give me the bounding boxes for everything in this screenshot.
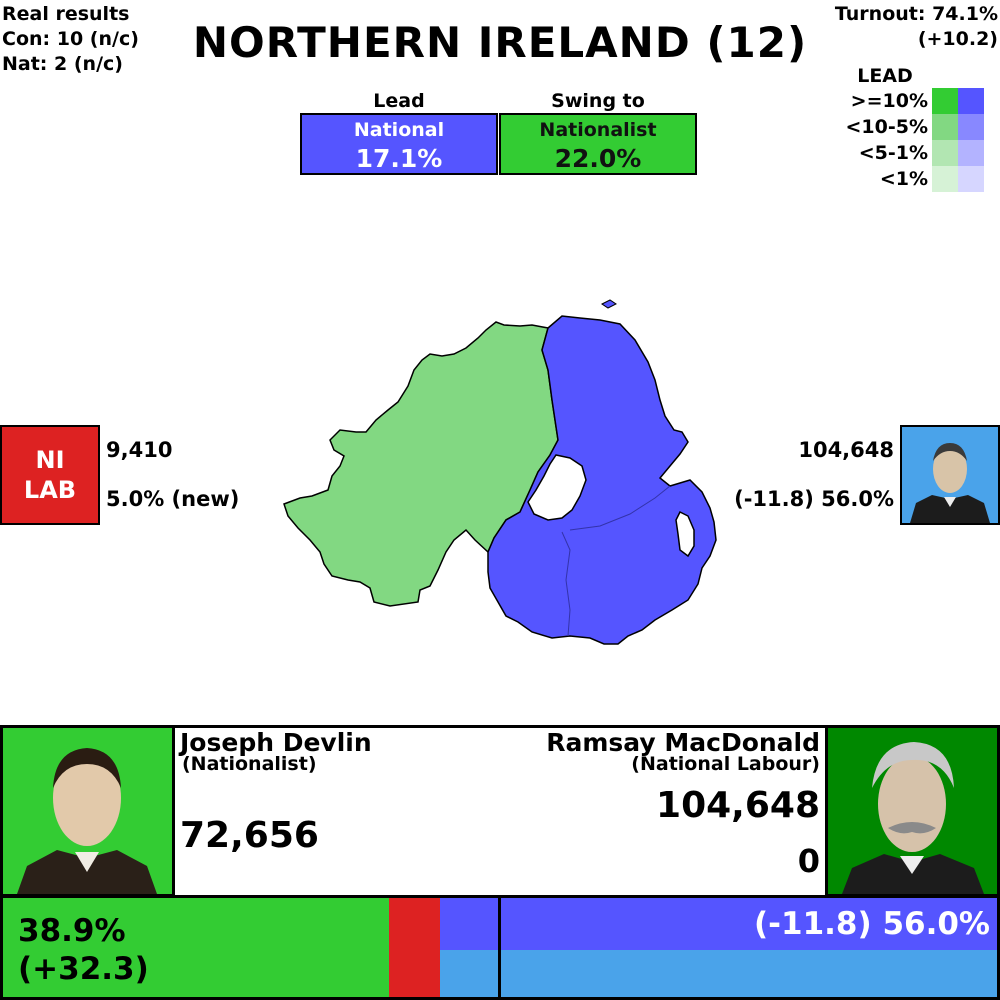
- legend-row: <5-1%: [800, 140, 998, 166]
- swing-box: Nationalist 22.0%: [499, 113, 697, 175]
- left-candidate-name: Joseph Devlin: [180, 728, 372, 757]
- swing-party: Nationalist: [539, 119, 657, 141]
- national-votes: 104,648: [798, 438, 894, 462]
- northern-ireland-map: [283, 299, 717, 645]
- turnout-value: Turnout: 74.1%: [834, 3, 998, 25]
- share-right-pct: (-11.8) 56.0%: [753, 906, 990, 942]
- right-candidate-photo: [825, 725, 1000, 897]
- legend-swatch-blue: [958, 140, 984, 166]
- right-candidate-image: [828, 728, 997, 894]
- swing-header: Swing to: [551, 90, 645, 112]
- share-bar-nationalist: [3, 898, 389, 997]
- real-results: Real results Con: 10 (n/c) Nat: 2 (n/c): [2, 2, 139, 77]
- turnout-change: (+10.2): [917, 28, 998, 50]
- national-pct: (-11.8) 56.0%: [734, 487, 894, 511]
- legend-swatch-green: [932, 166, 958, 192]
- turnout: Turnout: 74.1% (+10.2): [835, 2, 998, 52]
- swing-value: 22.0%: [554, 144, 642, 173]
- lead-party: National: [353, 119, 445, 141]
- legend-row: >=10%: [800, 88, 998, 114]
- national-portrait: [900, 425, 1000, 525]
- left-candidate-votes: 72,656: [180, 815, 319, 856]
- divider: [0, 725, 1000, 728]
- map-island: [601, 299, 617, 309]
- legend-swatch-blue: [958, 114, 984, 140]
- ni-labour-box: NI LAB: [0, 425, 100, 525]
- ni-labour-line2: LAB: [23, 476, 77, 504]
- page-title: NORTHERN IRELAND (12): [192, 18, 808, 67]
- left-candidate-party: (Nationalist): [182, 753, 317, 775]
- share-bar: [0, 895, 1000, 1000]
- share-left-pct: 38.9%: [18, 913, 126, 949]
- legend-label: <1%: [879, 168, 928, 190]
- legend-swatch-green: [932, 114, 958, 140]
- left-candidate-photo: [0, 725, 175, 897]
- legend-label: <5-1%: [858, 142, 928, 164]
- right-candidate-votes: 104,648: [656, 785, 820, 826]
- map-region-east: [487, 315, 717, 645]
- map-lough: [527, 454, 587, 521]
- right-candidate-party: (National Labour): [631, 753, 820, 775]
- legend-swatch-blue: [958, 88, 984, 114]
- share-bar-labour: [389, 898, 440, 997]
- share-bar-midline: [498, 898, 501, 997]
- ni-labour-votes: 9,410: [106, 438, 173, 462]
- legend-row: <10-5%: [800, 114, 998, 140]
- left-candidate-image: [3, 728, 172, 894]
- legend-label: <10-5%: [845, 116, 928, 138]
- legend-swatch-green: [932, 88, 958, 114]
- real-results-con: Con: 10 (n/c): [2, 28, 139, 50]
- share-bar-national-previous: [440, 950, 997, 997]
- share-bar-national: [440, 898, 997, 950]
- ni-labour-line1: NI: [35, 446, 65, 474]
- legend-swatch-green: [932, 140, 958, 166]
- lead-value: 17.1%: [355, 144, 443, 173]
- lead-box: National 17.1%: [300, 113, 498, 175]
- right-candidate-seats: 0: [797, 842, 820, 880]
- legend-title: LEAD: [857, 65, 913, 87]
- share-left-change: (+32.3): [18, 951, 149, 987]
- legend-row: <1%: [800, 166, 998, 192]
- legend-label: >=10%: [850, 90, 928, 112]
- right-candidate-name: Ramsay MacDonald: [546, 728, 820, 757]
- lead-header: Lead: [373, 90, 425, 112]
- real-results-heading: Real results: [2, 3, 130, 25]
- portrait-image: [902, 427, 998, 523]
- real-results-nat: Nat: 2 (n/c): [2, 53, 123, 75]
- legend-swatch-blue: [958, 166, 984, 192]
- ni-labour-pct: 5.0% (new): [106, 487, 240, 511]
- map-strangford: [675, 510, 695, 558]
